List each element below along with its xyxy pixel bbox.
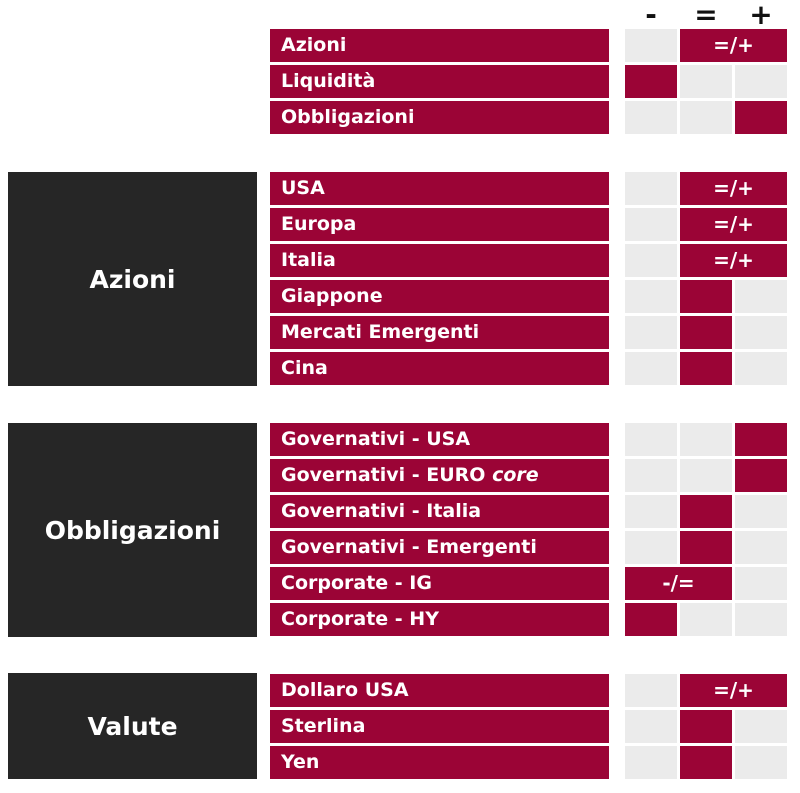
indicator-empty <box>625 746 677 779</box>
indicator-empty <box>680 423 732 456</box>
row-label-obbligazioni: Obbligazioni <box>270 101 609 134</box>
indicator-empty <box>625 459 677 492</box>
indicator-filled <box>680 352 732 385</box>
indicator-empty <box>735 710 787 743</box>
indicator-filled <box>680 746 732 779</box>
row-label-governativi-usa: Governativi - USA <box>270 423 609 456</box>
row-label-usa: USA <box>270 172 609 205</box>
indicator-empty <box>625 674 677 707</box>
indicator-empty <box>735 316 787 349</box>
indicator-empty <box>625 101 677 134</box>
group-valute: Valute <box>8 673 257 779</box>
row-label-dollaro-usa: Dollaro USA <box>270 674 609 707</box>
indicator-filled <box>680 710 732 743</box>
indicator-empty <box>625 531 677 564</box>
indicator-empty <box>625 423 677 456</box>
indicator-empty <box>735 531 787 564</box>
indicator-filled <box>735 459 787 492</box>
indicator-filled <box>680 280 732 313</box>
row-label-sterlina: Sterlina <box>270 710 609 743</box>
indicator-filled <box>680 531 732 564</box>
row-label-europa: Europa <box>270 208 609 241</box>
indicator-empty <box>735 746 787 779</box>
row-label-giappone: Giappone <box>270 280 609 313</box>
row-label-azioni: Azioni <box>270 29 609 62</box>
header-minus: - <box>645 0 657 31</box>
indicator-empty <box>735 567 787 600</box>
indicator-filled <box>735 101 787 134</box>
indicator-filled: =/+ <box>680 208 787 241</box>
indicator-filled <box>735 423 787 456</box>
indicator-filled <box>680 316 732 349</box>
row-label-cina: Cina <box>270 352 609 385</box>
indicator-empty <box>625 172 677 205</box>
indicator-empty <box>625 352 677 385</box>
indicator-empty <box>735 65 787 98</box>
row-label-mercati-emergenti: Mercati Emergenti <box>270 316 609 349</box>
group-obbligazioni: Obbligazioni <box>8 423 257 637</box>
group-azioni: Azioni <box>8 172 257 386</box>
row-label-italic: core <box>492 464 539 486</box>
indicator-filled: =/+ <box>680 674 787 707</box>
indicator-filled <box>680 495 732 528</box>
row-label-yen: Yen <box>270 746 609 779</box>
row-label-corporate-ig: Corporate - IG <box>270 567 609 600</box>
indicator-empty <box>625 316 677 349</box>
indicator-empty <box>680 65 732 98</box>
indicator-empty <box>735 352 787 385</box>
indicator-filled: =/+ <box>680 172 787 205</box>
row-label-governativi-emergenti: Governativi - Emergenti <box>270 531 609 564</box>
row-label-prefix: Governativi - EURO <box>281 464 493 486</box>
header-plus: + <box>749 0 773 31</box>
indicator-empty <box>680 101 732 134</box>
indicator-empty <box>625 208 677 241</box>
row-label-corporate-hy: Corporate - HY <box>270 603 609 636</box>
indicator-empty <box>625 29 677 62</box>
indicator-empty <box>625 710 677 743</box>
indicator-empty <box>735 603 787 636</box>
row-label-governativi-euro-core: Governativi - EURO core <box>270 459 609 492</box>
row-label-liquidita: Liquidità <box>270 65 609 98</box>
indicator-filled: =/+ <box>680 244 787 277</box>
header-equal: = <box>694 0 718 31</box>
indicator-empty <box>625 280 677 313</box>
indicator-empty <box>735 495 787 528</box>
indicator-filled <box>625 65 677 98</box>
indicator-filled <box>625 603 677 636</box>
indicator-empty <box>680 603 732 636</box>
indicator-filled: =/+ <box>680 29 787 62</box>
row-label-governativi-italia: Governativi - Italia <box>270 495 609 528</box>
indicator-empty <box>680 459 732 492</box>
indicator-filled: -/= <box>625 567 732 600</box>
indicator-empty <box>625 495 677 528</box>
indicator-empty <box>735 280 787 313</box>
indicator-empty <box>625 244 677 277</box>
row-label-italia: Italia <box>270 244 609 277</box>
